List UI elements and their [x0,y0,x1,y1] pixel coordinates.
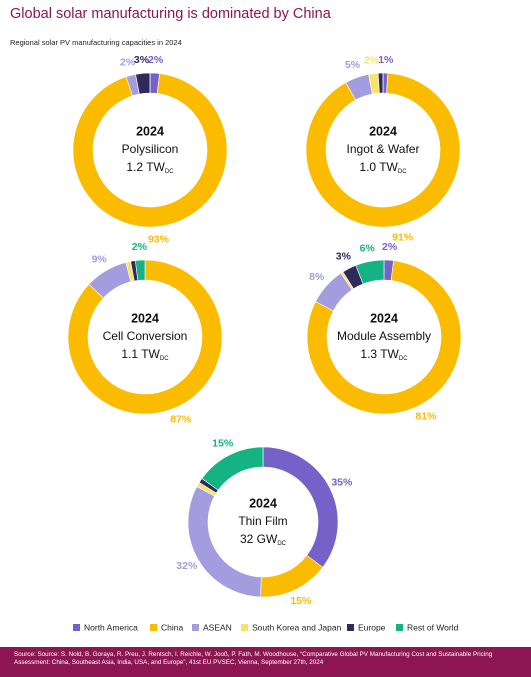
value-label: 5% [345,59,361,71]
value-label: 2% [364,54,380,66]
donut-slice [306,260,462,415]
legend-label: China [161,622,183,632]
capacity-value: 1.0 TW [359,160,398,174]
center-year: 2024 [370,311,398,325]
donut-slice [72,73,228,228]
value-label: 32% [176,560,198,572]
donut-slice [201,446,264,491]
center-year: 2024 [136,124,164,138]
capacity-subscript: DC [398,169,407,175]
value-label: 87% [170,413,192,425]
center-name: Cell Conversion [103,329,188,343]
capacity-value: 1.3 TW [360,347,399,361]
legend-swatch [192,624,199,631]
chart-title: Global solar manufacturing is dominated … [10,6,332,22]
legend-swatch [150,624,157,631]
value-label: 3% [336,250,352,262]
center-capacity: 32 GWDC [240,532,287,546]
value-label: 93% [148,233,170,245]
center-capacity: 1.2 TWDC [126,160,174,174]
legend-label: Europe [358,622,386,632]
chart: Global solar manufacturing is dominated … [10,6,462,632]
center-year: 2024 [131,311,159,325]
legend-swatch [347,624,354,631]
center-name: Thin Film [238,514,287,528]
center-name: Polysilicon [122,142,179,156]
capacity-value: 1.1 TW [121,347,160,361]
value-label: 35% [331,477,353,489]
legend-swatch [241,624,248,631]
value-label: 3% [134,54,150,66]
legend-swatch [73,624,80,631]
legend-label: North America [84,622,138,632]
value-label: 9% [92,253,108,265]
legend-swatch [396,624,403,631]
center-capacity: 1.3 TWDC [360,347,408,361]
chart-subtitle: Regional solar PV manufacturing capaciti… [10,38,182,47]
value-label: 81% [415,410,437,422]
source-note: Source: Source: S. Nold, B. Goraya, R. P… [0,647,531,677]
capacity-subscript: DC [160,356,169,362]
center-year: 2024 [249,496,277,510]
center-capacity: 1.0 TWDC [359,160,407,174]
value-label: 1% [378,54,394,66]
value-label: 2% [132,241,148,253]
capacity-subscript: DC [165,169,174,175]
value-label: 91% [392,232,414,244]
value-label: 2% [148,54,164,66]
donut-slice [135,259,146,281]
legend-label: ASEAN [203,622,232,632]
donut-slice [355,259,385,285]
donut-slice [260,554,324,598]
center-year: 2024 [369,124,397,138]
value-label: 15% [290,595,312,607]
value-label: 15% [212,438,234,450]
capacity-value: 32 GW [240,532,278,546]
value-label: 6% [360,242,376,254]
capacity-subscript: DC [277,541,286,547]
donut-slice [67,259,223,415]
value-label: 2% [120,57,136,69]
legend-label: South Korea and Japan [252,622,342,632]
capacity-value: 1.2 TW [126,160,165,174]
center-capacity: 1.1 TWDC [121,347,169,361]
value-label: 2% [382,241,398,253]
value-label: 8% [309,271,325,283]
center-name: Module Assembly [337,329,431,343]
center-name: Ingot & Wafer [347,142,420,156]
legend-label: Rest of World [407,622,459,632]
donut-slice [305,72,461,228]
capacity-subscript: DC [399,356,408,362]
